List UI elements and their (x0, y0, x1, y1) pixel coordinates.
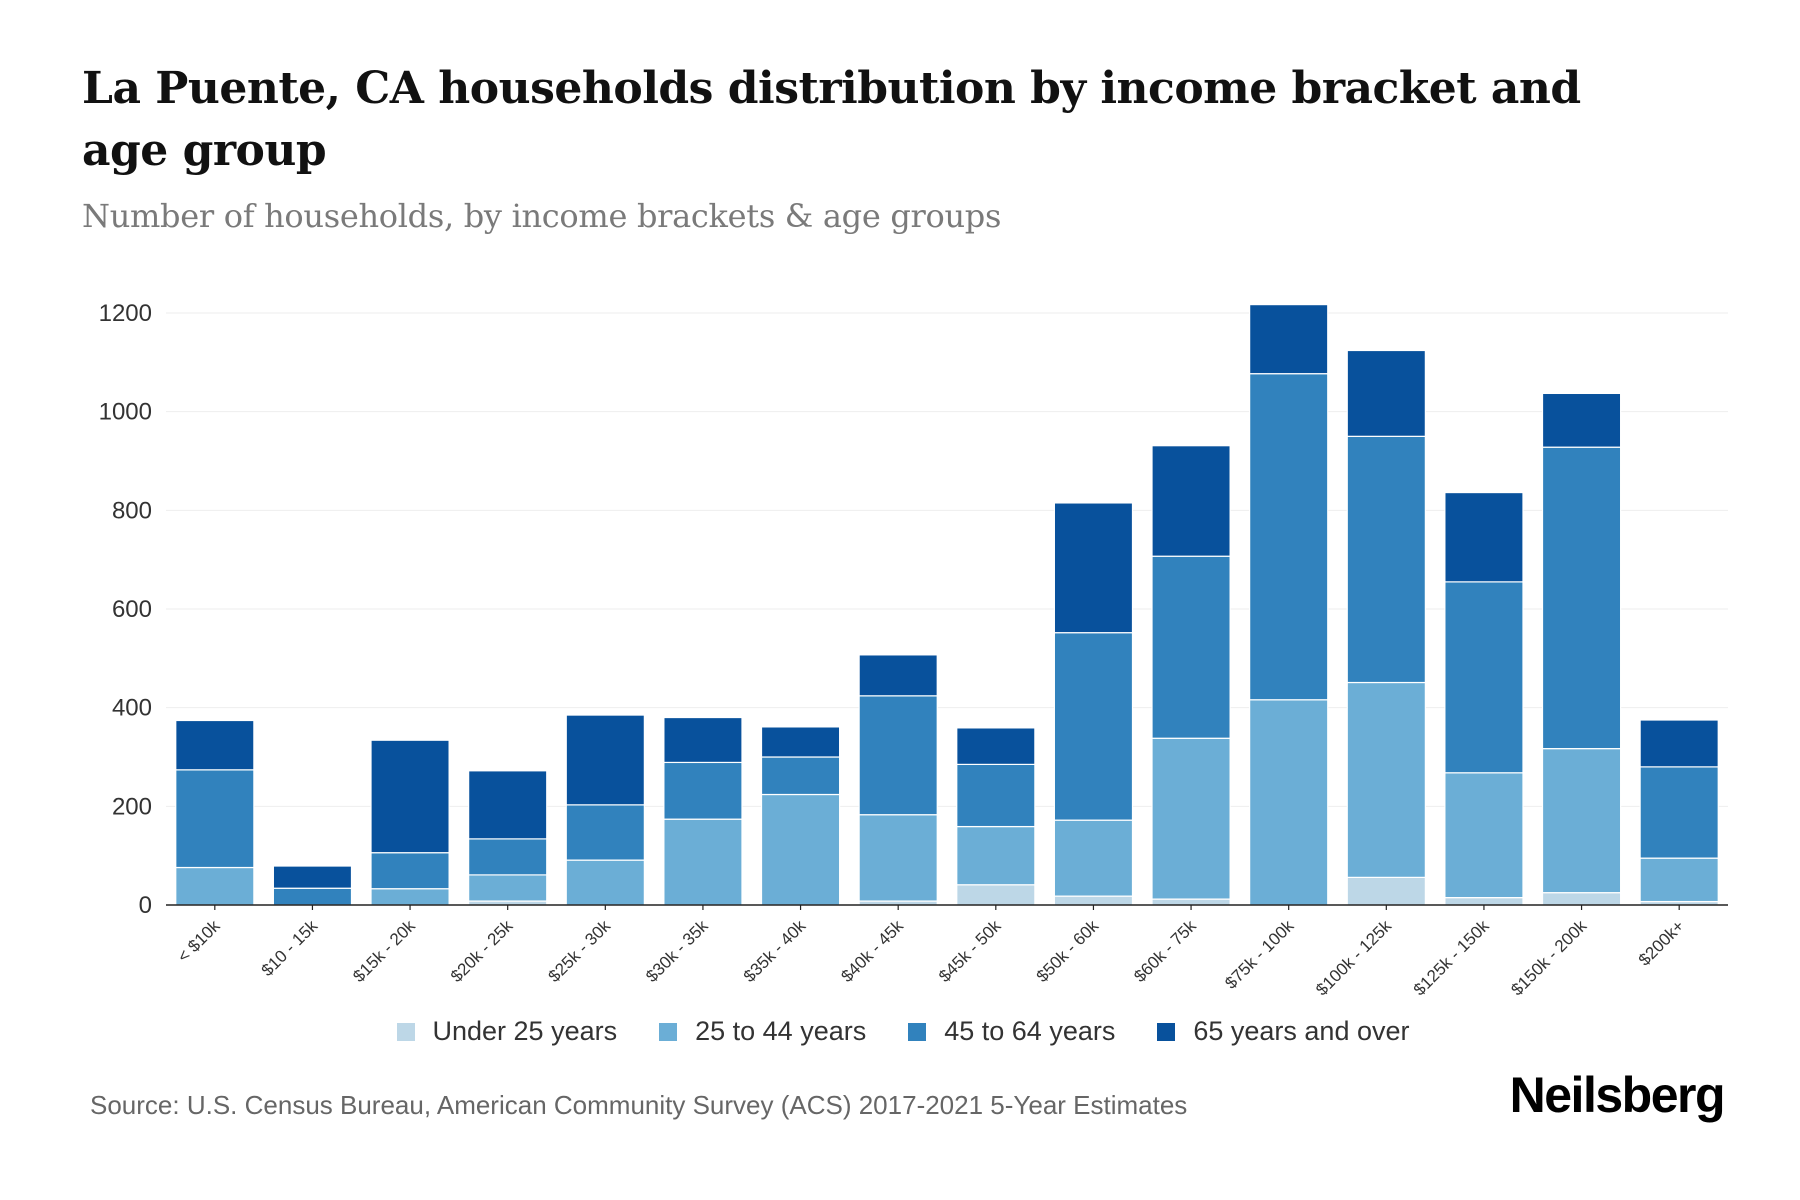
legend-swatch-25-44 (659, 1022, 678, 1041)
chart-title: La Puente, CA households distribution by… (82, 63, 1581, 176)
bar-segment[interactable] (1053, 632, 1134, 821)
neilsberg-logo[interactable]: Neilsberg (1509, 1067, 1726, 1123)
bar-segment[interactable] (175, 719, 255, 771)
bar-segment[interactable] (175, 769, 255, 869)
legend: Under 25 years 25 to 44 years 45 to 64 y… (0, 1016, 1800, 1047)
bar-segment[interactable] (468, 874, 548, 902)
bar-segment[interactable] (1151, 898, 1231, 906)
x-tick-label: $60k - 75k (1130, 916, 1200, 986)
bar-segment[interactable] (1346, 876, 1426, 906)
bar-segment[interactable] (1249, 373, 1329, 701)
bar-segment[interactable] (1249, 304, 1329, 375)
x-tick-label: $25k - 30k (545, 916, 615, 986)
bar-segment[interactable] (663, 716, 743, 764)
y-tick-label: 400 (112, 695, 152, 722)
bar-segment[interactable] (565, 804, 645, 861)
bar-segment[interactable] (663, 761, 743, 820)
legend-item[interactable]: 65 years and over (1151, 1016, 1410, 1047)
x-tick-label: $15k - 20k (349, 916, 419, 986)
bar-segment[interactable] (956, 825, 1036, 886)
x-axis: < $10k $10 - 15k $15k - 20k $20k - 25k $25k … (174, 905, 1688, 999)
x-tick-label: $10 - 15k (258, 916, 322, 980)
legend-item[interactable]: 25 to 44 years (653, 1016, 866, 1047)
legend-swatch-under-25 (396, 1022, 415, 1041)
x-tick-label: $40k - 45k (837, 916, 907, 986)
legend-label: 45 to 64 years (944, 1016, 1116, 1046)
bar-segment[interactable] (1249, 699, 1329, 906)
bar-segment[interactable] (1346, 349, 1426, 437)
bar-segment[interactable] (1444, 772, 1524, 899)
x-tick-label: $75k - 100k (1221, 916, 1298, 993)
legend-label: 25 to 44 years (695, 1016, 867, 1046)
bar-segment[interactable] (1541, 892, 1622, 906)
x-tick-label: $200k+ (1635, 916, 1688, 969)
x-tick-label: $150k - 200k (1507, 916, 1590, 999)
bar-segment[interactable] (956, 727, 1036, 765)
bar-segment[interactable] (760, 756, 841, 796)
bar-segment[interactable] (956, 884, 1036, 906)
x-tick-label: < $10k (174, 916, 224, 966)
bar-segment[interactable] (1053, 819, 1134, 897)
x-tick-label: $50k - 60k (1033, 916, 1103, 986)
y-tick-label: 600 (112, 596, 152, 623)
x-tick-label: $20k - 25k (447, 916, 517, 986)
bar-segment[interactable] (858, 695, 938, 816)
bar-segment[interactable] (565, 714, 645, 806)
y-tick-label: 0 (139, 892, 152, 919)
bar-segment[interactable] (1639, 766, 1719, 859)
bar-segment[interactable] (468, 770, 548, 840)
y-tick-label: 200 (112, 793, 152, 820)
bar-segment[interactable] (663, 818, 743, 906)
x-tick-label: $35k - 40k (740, 916, 810, 986)
y-tick-label: 1000 (99, 399, 152, 426)
bar-segment[interactable] (175, 866, 255, 906)
x-tick-label: $30k - 35k (642, 916, 712, 986)
bar-segment[interactable] (272, 887, 353, 906)
bar-segment[interactable] (858, 654, 938, 697)
bar-segment[interactable] (1541, 446, 1622, 750)
stacked-bar-chart: 0 200 400 600 800 1000 1200 < $10k $10 - 15k $15… (99, 300, 1728, 999)
bars (175, 304, 1719, 906)
x-tick-label: $125k - 150k (1410, 916, 1493, 999)
bar-segment[interactable] (1444, 896, 1524, 906)
bar-segment[interactable] (272, 865, 353, 889)
bar-segment[interactable] (468, 838, 548, 876)
bar-segment[interactable] (1639, 857, 1719, 903)
bar-segment[interactable] (760, 726, 841, 758)
bar-segment[interactable] (760, 793, 841, 906)
legend-label: Under 25 years (432, 1016, 618, 1046)
bar-segment[interactable] (858, 814, 938, 902)
bar-segment[interactable] (1444, 491, 1524, 583)
bar-segment[interactable] (1639, 719, 1719, 768)
bar-segment[interactable] (1151, 555, 1231, 739)
y-tick-label: 800 (112, 497, 152, 524)
bar-segment[interactable] (1346, 435, 1426, 684)
y-tick-label: 1200 (99, 300, 152, 327)
bar-segment[interactable] (370, 739, 450, 854)
legend-swatch-65-over (1157, 1022, 1176, 1041)
legend-item[interactable]: Under 25 years (391, 1016, 618, 1047)
chart-subtitle: Number of households, by income brackets… (82, 197, 1002, 235)
bar-segment[interactable] (1151, 737, 1231, 900)
bar-segment[interactable] (1541, 748, 1622, 894)
bar-segment[interactable] (1151, 445, 1231, 557)
x-tick-label: $45k - 50k (935, 916, 1005, 986)
legend-swatch-45-64 (908, 1022, 927, 1041)
x-tick-label: $100k - 125k (1312, 916, 1395, 999)
legend-item[interactable]: 45 to 64 years (902, 1016, 1115, 1047)
bar-segment[interactable] (565, 859, 645, 906)
bar-segment[interactable] (1444, 581, 1524, 774)
y-axis: 0 200 400 600 800 1000 1200 (99, 300, 152, 919)
bar-segment[interactable] (370, 888, 450, 906)
legend-label: 65 years and over (1193, 1016, 1410, 1046)
bar-segment[interactable] (1053, 895, 1134, 906)
bar-segment[interactable] (370, 852, 450, 890)
bar-segment[interactable] (956, 763, 1036, 828)
bar-segment[interactable] (1541, 392, 1622, 448)
bar-segment[interactable] (1053, 502, 1134, 634)
source-note: Source: U.S. Census Bureau, American Com… (90, 1090, 1188, 1120)
bar-segment[interactable] (1346, 681, 1426, 878)
